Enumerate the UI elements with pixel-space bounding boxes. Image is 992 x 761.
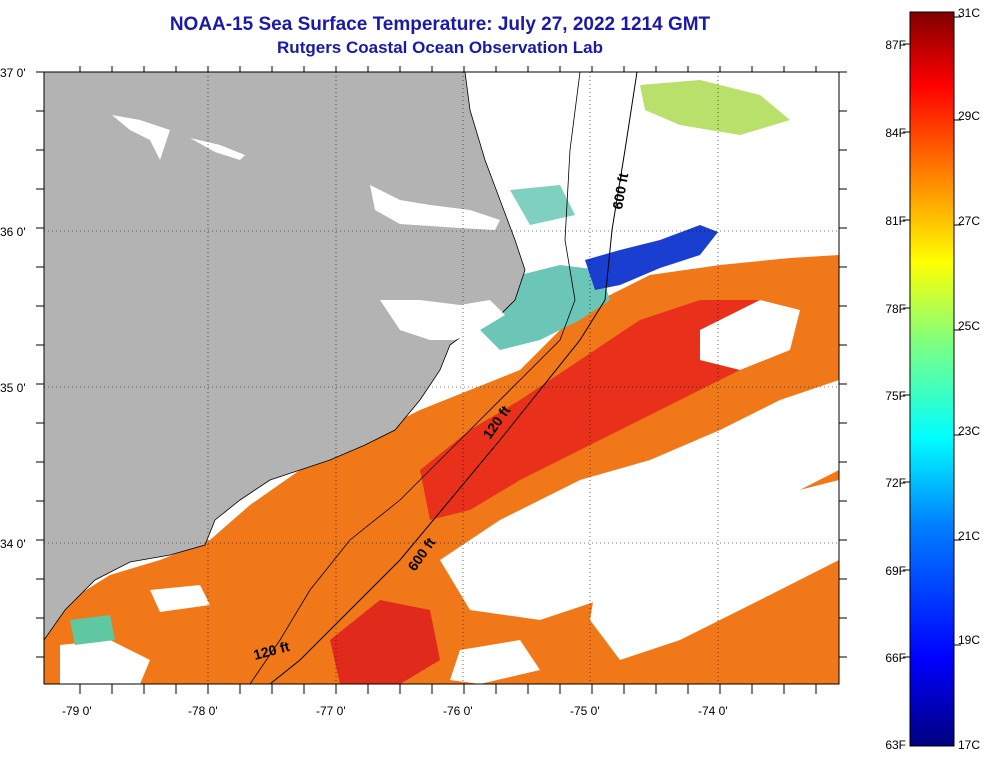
plot-frame	[43, 71, 840, 685]
river-inlet	[112, 115, 170, 160]
cool-water-south	[70, 615, 115, 645]
colorbar-f-label: 63F	[885, 738, 906, 752]
lat-label: 37 0'	[0, 66, 26, 80]
graticule	[44, 72, 839, 684]
colorbar-f-label: 66F	[885, 651, 906, 665]
colorbar-c-label: 27C	[958, 214, 981, 228]
cloud-patch	[150, 585, 210, 612]
cloud-patch	[450, 640, 540, 684]
colorbar-c-label: 19C	[958, 633, 981, 647]
cloud-patch	[590, 480, 839, 660]
cloud-patch	[700, 300, 800, 370]
colorbar-f-label: 84F	[885, 126, 906, 140]
pamlico-sound	[380, 300, 505, 340]
map-subtitle: Rutgers Coastal Ocean Observation Lab	[277, 38, 603, 57]
colorbar-f-label: 75F	[885, 389, 906, 403]
colorbar-ticks	[903, 16, 961, 658]
hot-water-south	[330, 600, 440, 684]
map-title: NOAA-15 Sea Surface Temperature: July 27…	[169, 14, 711, 35]
colorbar-f-label: 72F	[885, 476, 906, 490]
lat-label: 35 0'	[0, 381, 26, 395]
colorbar-c-label: 31C	[958, 6, 981, 20]
colorbar-f-label: 69F	[885, 564, 906, 578]
colorbar-c-label: 25C	[958, 319, 981, 333]
colorbar	[909, 11, 955, 747]
lon-label: -79 0'	[62, 704, 92, 718]
lat-label: 34 0'	[0, 537, 26, 551]
cool-water-plume	[470, 265, 610, 350]
colorbar-c-label: 29C	[958, 109, 981, 123]
lon-label: -78 0'	[188, 704, 218, 718]
colorbar-f-label: 78F	[885, 302, 906, 316]
hot-water-region	[420, 300, 790, 520]
lon-label: -75 0'	[570, 704, 600, 718]
colorbar-c-label: 21C	[958, 529, 981, 543]
cloud-patch	[440, 380, 839, 620]
isobath-label: 600 ft	[609, 171, 631, 210]
isobath-120ft	[249, 72, 581, 684]
cool-water-north	[640, 80, 790, 135]
axis-ticks	[36, 66, 847, 694]
cool-water-north	[510, 185, 575, 225]
isobath-600ft	[269, 72, 638, 684]
albemarle-sound	[370, 185, 500, 230]
colorbar-f-label: 87F	[885, 38, 906, 52]
cloud-patch	[60, 640, 150, 684]
lat-label: 36 0'	[0, 225, 26, 239]
colorbar-f-label: 81F	[885, 214, 906, 228]
cold-water-filament	[585, 225, 718, 290]
lon-label: -77 0'	[316, 704, 346, 718]
river-inlet	[190, 138, 245, 160]
colorbar-c-label: 23C	[958, 424, 981, 438]
colorbar-c-label: 17C	[958, 738, 981, 752]
lon-label: -74 0'	[698, 704, 728, 718]
lon-label: -76 0'	[443, 704, 473, 718]
